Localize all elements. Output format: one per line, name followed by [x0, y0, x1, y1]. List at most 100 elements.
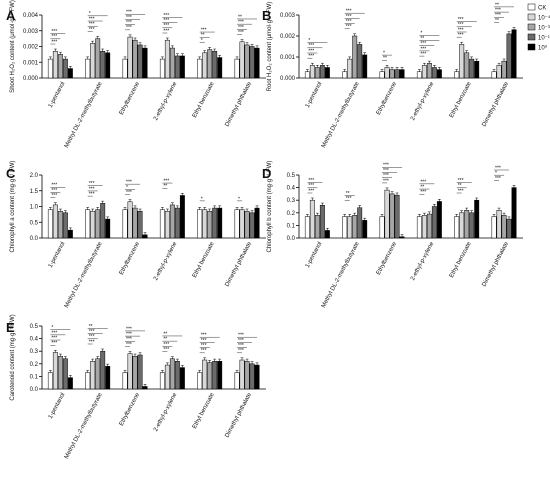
- y-tick-label: 0.5: [30, 220, 39, 226]
- bar-A-0-3: [62, 58, 68, 79]
- legend-swatch: [527, 33, 536, 41]
- bar-C-3-4: [179, 195, 185, 239]
- category-label: Ethylbenzene: [376, 241, 399, 277]
- category-label: 1-pentanol: [305, 241, 324, 269]
- significance-stars: ***: [163, 178, 169, 184]
- bar-C-3-1: [164, 210, 170, 239]
- bar-A-0-2: [57, 54, 63, 79]
- bar-D-4-2: [464, 210, 470, 239]
- significance-stars: ***: [420, 41, 426, 47]
- bar-C-2-4: [142, 234, 148, 239]
- category-label: 1-pentanol: [305, 81, 324, 109]
- bar-C-0-1: [52, 204, 58, 239]
- bar-A-4-0: [197, 58, 203, 79]
- bar-C-5-3: [249, 212, 255, 239]
- category-label: 2-ethyl-p-xylene: [153, 392, 179, 433]
- bar-E-5-3: [249, 363, 255, 390]
- significance-stars: ***: [201, 343, 207, 349]
- significance-stars: *: [126, 185, 128, 191]
- bar-A-2-3: [137, 44, 143, 79]
- category-label: 1-pentanol: [48, 81, 67, 109]
- significance-stars: ***: [420, 179, 426, 185]
- bar-E-4-1: [202, 359, 208, 390]
- bar-E-1-3: [100, 350, 106, 390]
- bar-D-3-3: [431, 206, 437, 239]
- bar-D-5-2: [501, 215, 507, 239]
- category-label: Ethylbenzene: [119, 392, 142, 428]
- y-tick-label: 0.001: [23, 60, 39, 66]
- bar-B-0-2: [314, 67, 320, 79]
- significance-stars: ***: [420, 51, 426, 57]
- bar-B-1-2: [352, 35, 358, 79]
- bar-D-2-2: [389, 193, 395, 239]
- bar-C-5-0: [234, 209, 240, 239]
- category-label: 1-pentanol: [48, 392, 67, 420]
- significance-stars: ***: [238, 25, 244, 31]
- bar-A-3-1: [164, 39, 170, 79]
- bar-E-0-4: [67, 377, 73, 390]
- bar-D-0-0: [304, 216, 310, 239]
- significance-stars: ***: [346, 14, 352, 20]
- bar-B-2-4: [399, 69, 405, 79]
- bar-E-2-1: [127, 353, 133, 390]
- significance-stars: ***: [458, 188, 464, 194]
- significance-stars: ***: [458, 27, 464, 33]
- significance-stars: ***: [458, 178, 464, 184]
- significance-stars: ***: [201, 338, 207, 344]
- significance-stars: **: [495, 2, 499, 8]
- category-label: 1-pentanol: [48, 241, 67, 269]
- bar-D-1-0: [342, 216, 348, 239]
- bar-C-4-0: [197, 209, 203, 239]
- significance-stars: ***: [201, 333, 207, 339]
- significance-stars: **: [238, 14, 242, 20]
- y-tick-label: 0.5: [287, 173, 296, 179]
- bar-D-5-1: [496, 210, 502, 239]
- category-label: Ethylbenzene: [119, 241, 142, 277]
- bar-A-5-0: [234, 58, 240, 79]
- bar-B-4-4: [474, 60, 480, 79]
- category-label: Dimethyl phthalate: [481, 241, 510, 288]
- bar-C-3-0: [159, 209, 165, 239]
- legend-swatch: [527, 3, 536, 11]
- bar-C-1-1: [90, 210, 96, 239]
- category-label: 2-ethyl-p-xylene: [410, 81, 436, 122]
- bar-C-4-3: [212, 207, 218, 239]
- significance-stars: ***: [238, 20, 244, 26]
- bar-A-3-0: [159, 58, 165, 79]
- bar-E-0-1: [52, 352, 58, 390]
- bar-B-1-0: [342, 71, 348, 79]
- significance-stars: *: [238, 196, 240, 202]
- bar-E-4-0: [197, 372, 203, 390]
- panel-letter-C: C: [6, 166, 16, 181]
- bar-E-1-1: [90, 361, 96, 390]
- bar-C-2-0: [122, 209, 128, 239]
- significance-stars: ***: [458, 33, 464, 39]
- bar-A-5-3: [249, 46, 255, 79]
- significance-stars: ***: [346, 196, 352, 202]
- significance-stars: *: [420, 31, 422, 37]
- bar-D-3-0: [416, 216, 422, 239]
- bar-A-4-1: [202, 52, 208, 79]
- category-label: Ethyl benzoate: [449, 241, 473, 279]
- significance-stars: ***: [201, 27, 207, 33]
- category-label: Ethyl benzoate: [192, 81, 216, 119]
- legend-label: 10⁰: [538, 45, 548, 52]
- bar-C-4-1: [202, 209, 208, 239]
- bar-E-3-4: [179, 367, 185, 390]
- y-tick-label: 0.5: [30, 324, 39, 330]
- bar-A-3-2: [169, 47, 175, 79]
- bar-E-4-3: [212, 361, 218, 390]
- significance-stars: **: [163, 184, 167, 190]
- bar-C-1-4: [105, 218, 111, 239]
- bar-A-0-0: [47, 58, 53, 79]
- bar-D-0-3: [319, 204, 325, 239]
- category-label: Dimethyl phthalate: [224, 81, 253, 128]
- significance-stars: ***: [51, 335, 57, 341]
- significance-stars: *: [51, 325, 53, 331]
- bar-D-4-1: [459, 212, 465, 239]
- bar-A-4-2: [207, 49, 213, 79]
- bar-B-3-2: [426, 63, 432, 79]
- bar-D-1-2: [352, 215, 358, 239]
- significance-stars: ***: [163, 23, 169, 29]
